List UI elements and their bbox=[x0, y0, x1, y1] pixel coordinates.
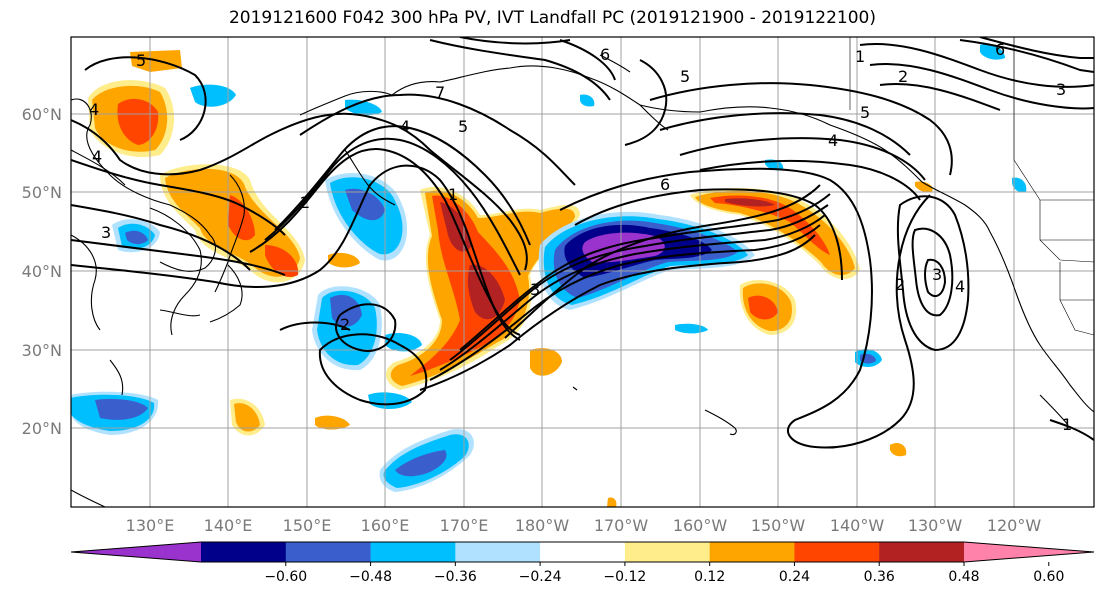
contour-label: 2 bbox=[300, 193, 310, 212]
contour-label: 3 bbox=[1056, 80, 1066, 99]
lon-label: 140°E bbox=[204, 516, 253, 535]
coastlines bbox=[71, 54, 1094, 507]
colorbar-bin bbox=[879, 542, 965, 562]
contour-label: 2 bbox=[898, 67, 908, 86]
lon-label: 170°E bbox=[440, 516, 489, 535]
contour-label: 4 bbox=[828, 131, 838, 150]
contour-label: 5 bbox=[136, 51, 146, 70]
colorbar-bin bbox=[794, 542, 880, 562]
lat-label: 20°N bbox=[22, 419, 62, 438]
contour-label: 2 bbox=[895, 275, 905, 294]
lat-label: 40°N bbox=[22, 262, 62, 281]
colorbar-tick-label: 0.60 bbox=[1033, 569, 1064, 585]
contour-label: 2 bbox=[340, 315, 350, 334]
lon-label: 150°W bbox=[751, 516, 806, 535]
colorbar-bin bbox=[624, 542, 711, 562]
lat-label: 60°N bbox=[22, 105, 62, 124]
contour-label: 7 bbox=[435, 83, 445, 102]
colorbar-bin bbox=[709, 542, 795, 562]
colorbar-tick-label: −0.60 bbox=[264, 569, 307, 585]
latitude-labels: 60°N 50°N 40°N 30°N 20°N bbox=[22, 105, 62, 438]
colorbar-bin bbox=[540, 542, 626, 562]
colorbar-tick-label: 0.36 bbox=[864, 569, 895, 585]
contour-label: 3 bbox=[530, 280, 540, 299]
colorbar-tick-label: −0.12 bbox=[603, 569, 646, 585]
lat-label: 30°N bbox=[22, 341, 62, 360]
contour-label: 6 bbox=[600, 45, 610, 64]
longitude-labels: 130°E 140°E 150°E 160°E 170°E 180°W 170°… bbox=[126, 516, 1042, 535]
contour-labels: 5 4 4 3 2 1 2 3 4 5 6 7 6 5 4 3 2 1 1 2 … bbox=[89, 40, 1072, 434]
lon-label: 130°W bbox=[908, 516, 963, 535]
colorbar-bin bbox=[285, 542, 372, 562]
contour-label: 4 bbox=[955, 277, 965, 296]
contour-label: 1 bbox=[448, 185, 458, 204]
lon-label: 120°W bbox=[987, 516, 1042, 535]
lon-label: 140°W bbox=[830, 516, 885, 535]
colorbar-extend-low bbox=[71, 542, 201, 562]
contour-label: 5 bbox=[458, 117, 468, 136]
colorbar-bin bbox=[455, 542, 541, 562]
contour-label: 6 bbox=[660, 175, 670, 194]
contour-label: 6 bbox=[995, 40, 1005, 59]
contour-label: 3 bbox=[932, 265, 942, 284]
contour-label: 5 bbox=[680, 67, 690, 86]
map-frame bbox=[70, 36, 1095, 508]
contour-label: 1 bbox=[855, 47, 865, 66]
lon-label: 170°W bbox=[594, 516, 649, 535]
contour-label: 3 bbox=[101, 223, 111, 242]
map-title: 2019121600 F042 300 hPa PV, IVT Landfall… bbox=[228, 8, 876, 28]
pv-contours bbox=[71, 37, 1094, 449]
colorbar-extend-high bbox=[964, 542, 1094, 562]
lon-label: 130°E bbox=[126, 516, 175, 535]
colorbar-bin bbox=[370, 542, 456, 562]
contour-label: 4 bbox=[92, 147, 102, 166]
lat-label: 50°N bbox=[22, 183, 62, 202]
colorbar-tick-label: −0.48 bbox=[349, 569, 392, 585]
contour-label: 5 bbox=[860, 103, 870, 122]
contour-label: 1 bbox=[1062, 415, 1072, 434]
contour-label: 4 bbox=[89, 100, 99, 119]
colorbar-tick-label: −0.36 bbox=[434, 569, 477, 585]
lon-label: 150°E bbox=[283, 516, 332, 535]
colorbar-tick-label: −0.24 bbox=[519, 569, 562, 585]
colorbar-tick-label: 0.12 bbox=[694, 569, 725, 585]
colorbar: −0.60 −0.48 −0.36 −0.24 −0.12 0.12 0.24 0.36 0.4… bbox=[70, 541, 1095, 585]
colorbar-outline bbox=[70, 541, 1095, 563]
lon-label: 180°W bbox=[515, 516, 570, 535]
colorbar-tick-label: 0.48 bbox=[948, 569, 979, 585]
colorbar-bin bbox=[201, 542, 287, 562]
colorbar-tick-label: 0.24 bbox=[779, 569, 810, 585]
contour-label: 4 bbox=[400, 117, 410, 136]
lon-label: 160°E bbox=[361, 516, 410, 535]
lon-label: 160°W bbox=[673, 516, 728, 535]
